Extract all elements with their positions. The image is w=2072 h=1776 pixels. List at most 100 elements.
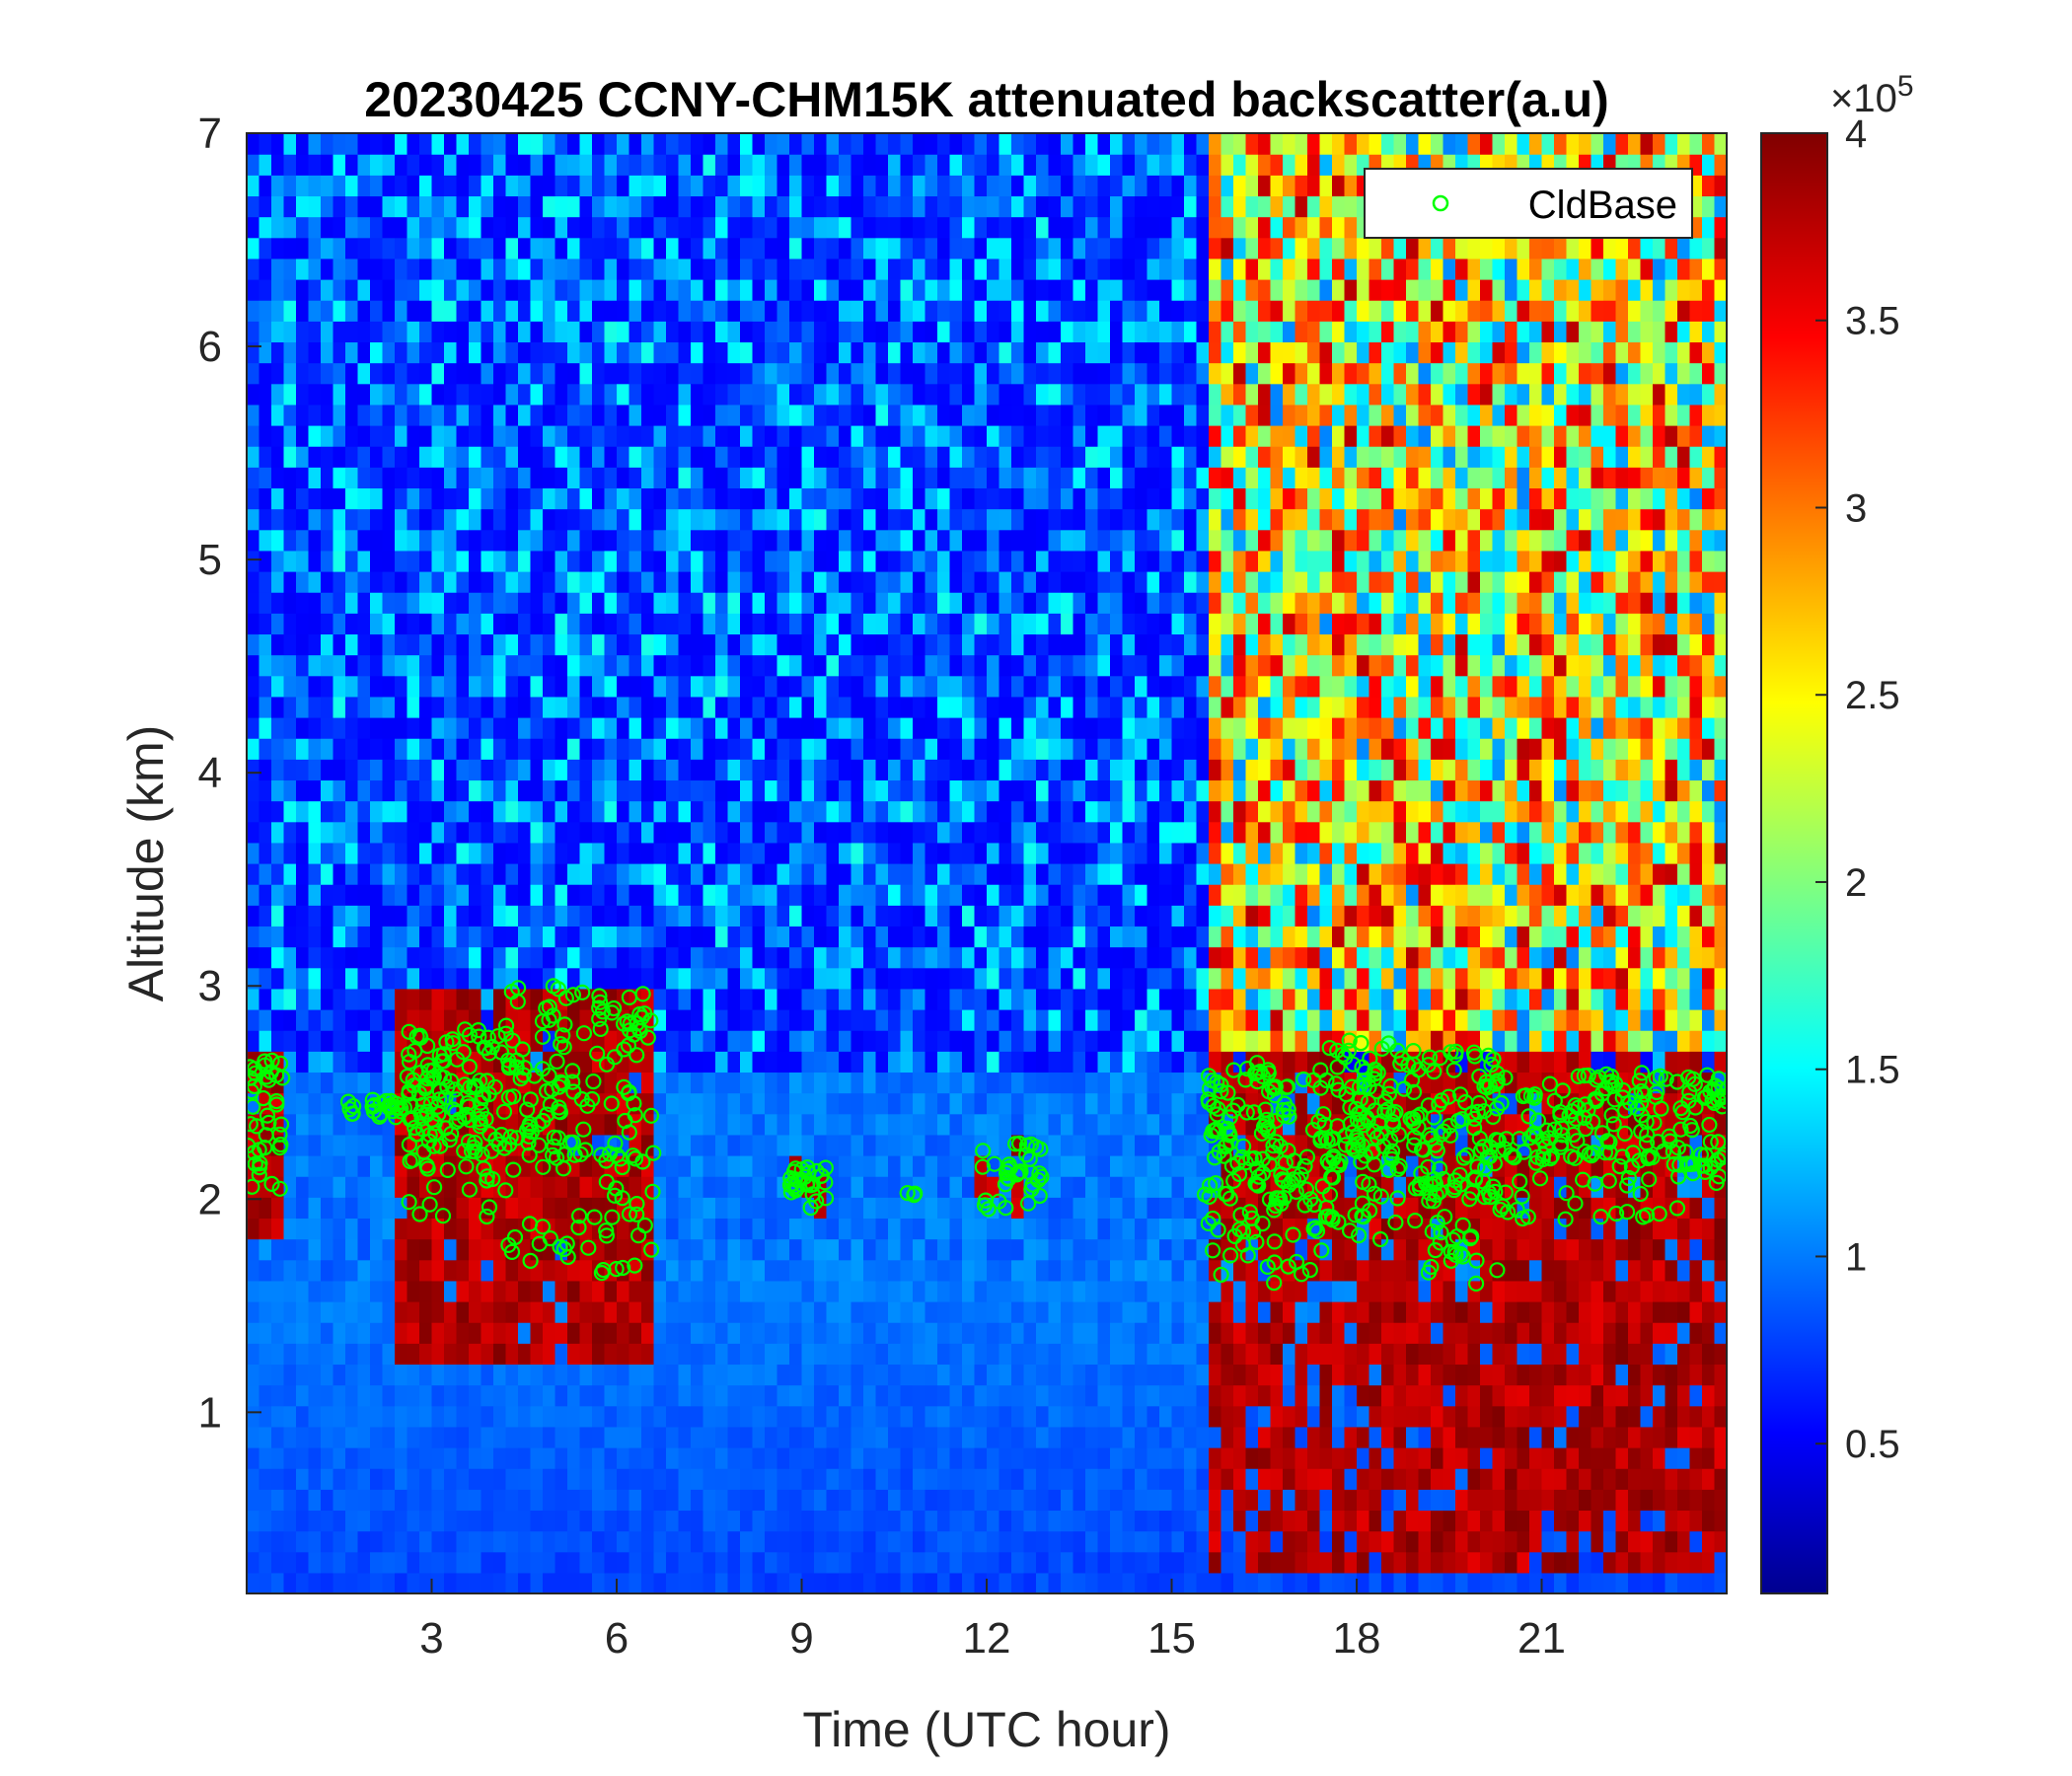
heatmap-cell xyxy=(987,508,1000,531)
heatmap-cell xyxy=(900,1092,914,1115)
heatmap-cell xyxy=(247,988,260,1010)
heatmap-cell xyxy=(456,237,470,259)
heatmap-cell xyxy=(1011,1489,1025,1512)
heatmap-cell xyxy=(407,216,420,239)
heatmap-cell xyxy=(259,821,272,844)
heatmap-cell xyxy=(999,133,1012,155)
heatmap-cell xyxy=(469,1384,482,1407)
heatmap-cell xyxy=(555,425,568,447)
heatmap-cell xyxy=(752,654,766,677)
heatmap-cell xyxy=(999,1072,1012,1094)
heatmap-cell xyxy=(247,821,260,844)
heatmap-cell xyxy=(765,613,778,635)
heatmap-cell xyxy=(789,654,803,677)
heatmap-cell xyxy=(382,1530,396,1553)
heatmap-cell xyxy=(962,988,976,1010)
heatmap-cell xyxy=(271,154,285,176)
heatmap-cell xyxy=(913,946,926,969)
heatmap-cell xyxy=(826,237,840,259)
heatmap-cell xyxy=(875,383,889,406)
heatmap-cell xyxy=(419,383,433,406)
heatmap-cell xyxy=(752,779,766,802)
heatmap-cell xyxy=(913,508,926,531)
heatmap-cell xyxy=(949,1551,963,1574)
heatmap-cell xyxy=(271,1009,285,1031)
heatmap-cell xyxy=(900,1405,914,1428)
heatmap-cell xyxy=(296,738,310,760)
heatmap-cell xyxy=(987,195,1000,218)
heatmap-cell xyxy=(715,1155,729,1177)
heatmap-cell xyxy=(469,1197,482,1220)
heatmap-cell xyxy=(1036,508,1050,531)
heatmap-cell xyxy=(1011,696,1025,718)
heatmap-cell xyxy=(839,1030,852,1052)
heatmap-cell xyxy=(777,613,790,635)
heatmap-cell xyxy=(900,925,914,948)
heatmap-cell xyxy=(999,1259,1012,1282)
heatmap-cell xyxy=(407,1176,420,1198)
heatmap-cell xyxy=(666,404,680,426)
heatmap-cell xyxy=(777,383,790,406)
heatmap-cell xyxy=(666,1510,680,1532)
heatmap-cell xyxy=(740,1301,754,1323)
heatmap-cell xyxy=(1023,1530,1037,1553)
heatmap-cell xyxy=(382,321,396,343)
heatmap-cell xyxy=(592,467,606,489)
heatmap-cell xyxy=(801,1551,815,1574)
heatmap-cell xyxy=(863,1510,877,1532)
heatmap-cell xyxy=(382,175,396,197)
heatmap-cell xyxy=(801,571,815,593)
heatmap-cell xyxy=(469,1447,482,1469)
heatmap-cell xyxy=(271,446,285,468)
heatmap-cell xyxy=(308,1051,322,1073)
heatmap-cell xyxy=(752,383,766,406)
heatmap-cell xyxy=(875,216,889,239)
heatmap-cell xyxy=(333,633,346,656)
heatmap-cell xyxy=(1061,1197,1074,1220)
heatmap-cell xyxy=(444,842,458,864)
heatmap-cell xyxy=(555,1510,568,1532)
heatmap-cell xyxy=(543,821,556,844)
heatmap-cell xyxy=(962,1092,976,1115)
heatmap-cell xyxy=(1097,800,1111,823)
heatmap-cell xyxy=(617,759,630,781)
heatmap-cell xyxy=(592,800,606,823)
heatmap-cell xyxy=(1097,1384,1111,1407)
heatmap-cell xyxy=(555,863,568,885)
heatmap-cell xyxy=(925,425,938,447)
heatmap-cell xyxy=(518,1530,532,1553)
heatmap-cell xyxy=(617,446,630,468)
heatmap-cell xyxy=(1036,1301,1050,1323)
heatmap-cell xyxy=(937,1301,951,1323)
heatmap-cell xyxy=(271,237,285,259)
heatmap-cell xyxy=(555,1259,568,1282)
heatmap-cell xyxy=(518,884,532,906)
heatmap-cell xyxy=(1011,863,1025,885)
heatmap-cell xyxy=(1011,571,1025,593)
heatmap-cell xyxy=(505,1530,519,1553)
heatmap-cell xyxy=(617,300,630,322)
heatmap-cell xyxy=(641,1489,655,1512)
heatmap-cell xyxy=(789,759,803,781)
heatmap-cell xyxy=(851,341,864,364)
heatmap-cell xyxy=(851,1364,864,1386)
heatmap-cell xyxy=(382,779,396,802)
heatmap-cell xyxy=(913,1218,926,1240)
heatmap-cell xyxy=(419,1384,433,1407)
heatmap-cell xyxy=(814,1280,828,1302)
heatmap-cell xyxy=(900,1280,914,1302)
heatmap-cell xyxy=(469,800,482,823)
heatmap-cell xyxy=(999,1384,1012,1407)
heatmap-cell xyxy=(962,237,976,259)
heatmap-cell xyxy=(617,633,630,656)
heatmap-cell xyxy=(987,1072,1000,1094)
heatmap-cell xyxy=(1061,237,1074,259)
heatmap-cell xyxy=(419,446,433,468)
heatmap-cell xyxy=(1097,1364,1111,1386)
heatmap-cell xyxy=(641,821,655,844)
heatmap-cell xyxy=(678,759,692,781)
heatmap-cell xyxy=(937,216,951,239)
heatmap-cell xyxy=(444,404,458,426)
heatmap-cell xyxy=(296,508,310,531)
heatmap-cell xyxy=(727,550,741,572)
